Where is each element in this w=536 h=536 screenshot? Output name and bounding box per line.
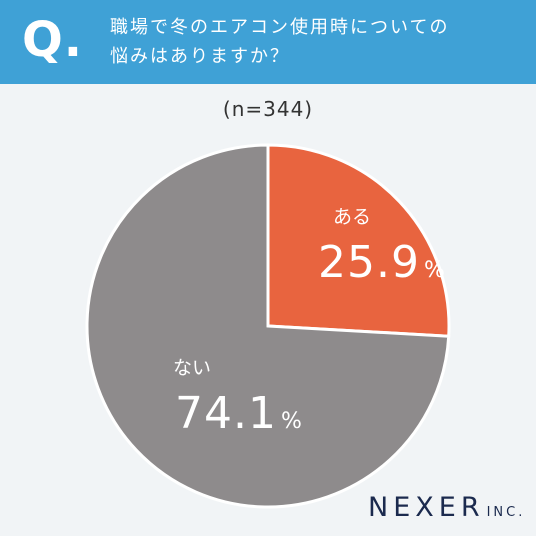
- question-text: 職場で冬のエアコン使用時についての 悩みはありますか？: [110, 13, 520, 71]
- logo-suffix: INC.: [486, 505, 526, 520]
- logo-brand: NEXER: [368, 492, 485, 523]
- slice-label-no: ない: [173, 357, 211, 379]
- question-header: Q. 職場で冬のエアコン使用時についての 悩みはありますか？: [0, 0, 536, 84]
- question-line-2: 悩みはありますか？: [110, 46, 290, 67]
- pie-slice-no: [85, 143, 451, 509]
- slice-value-yes: 25.9%: [318, 237, 445, 288]
- slice-label-yes: ある: [333, 206, 371, 228]
- slice-value-no: 74.1%: [175, 388, 302, 439]
- nexer-logo: NEXER INC.: [368, 492, 525, 523]
- question-line-1: 職場で冬のエアコン使用時についての: [110, 17, 450, 38]
- sample-size: (n=344): [222, 97, 314, 121]
- pie-slice-yes: [266, 143, 451, 338]
- q-mark: Q.: [22, 12, 84, 68]
